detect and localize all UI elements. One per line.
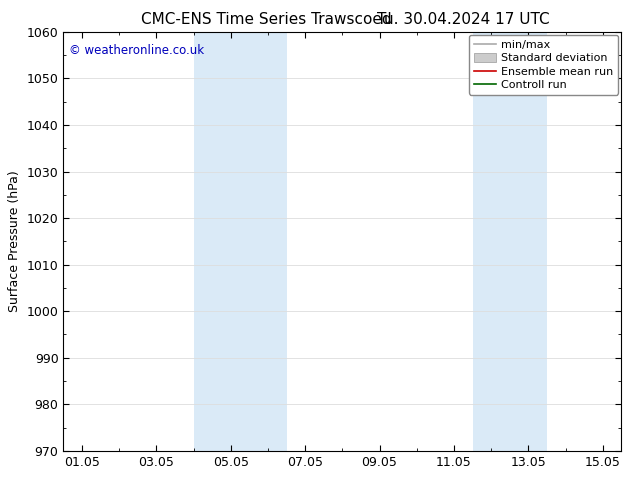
Text: © weatheronline.co.uk: © weatheronline.co.uk: [69, 45, 204, 57]
Bar: [193, 32, 287, 451]
Legend: min/max, Standard deviation, Ensemble mean run, Controll run: min/max, Standard deviation, Ensemble me…: [469, 35, 618, 95]
Bar: [472, 32, 547, 451]
Y-axis label: Surface Pressure (hPa): Surface Pressure (hPa): [8, 171, 21, 312]
Text: Tu. 30.04.2024 17 UTC: Tu. 30.04.2024 17 UTC: [377, 12, 549, 27]
Text: CMC-ENS Time Series Trawscoed: CMC-ENS Time Series Trawscoed: [141, 12, 392, 27]
